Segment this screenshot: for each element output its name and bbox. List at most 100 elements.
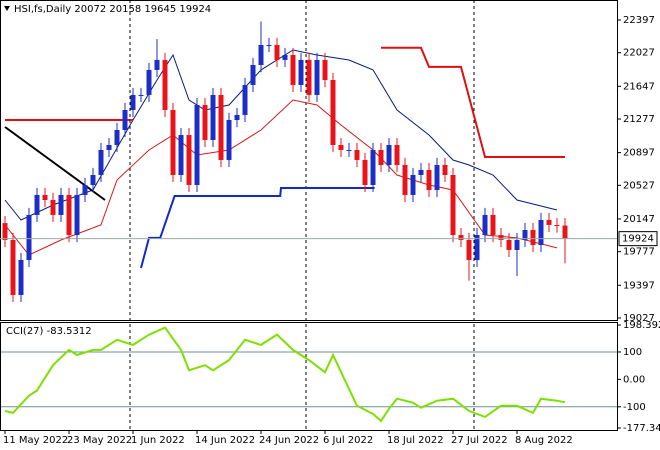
candle-body <box>554 224 560 226</box>
x-tick-label: 27 Jul 2022 <box>451 435 508 446</box>
candle-body <box>154 59 160 70</box>
candle-body <box>250 64 256 85</box>
y-tick-label: 198.3924 <box>623 320 660 331</box>
candle-body <box>130 94 136 110</box>
candle-body <box>10 239 16 295</box>
candle-body <box>394 145 400 165</box>
candle-body <box>82 184 88 195</box>
x-tick-label: 18 Jul 2022 <box>387 435 444 446</box>
chart-title: HSI,fs,Daily 20072 20158 19645 19924 <box>14 4 211 15</box>
candle-body <box>2 223 8 240</box>
candle-body <box>522 229 528 240</box>
candle-body <box>378 149 384 165</box>
y-tick-label: 19777 <box>623 247 655 258</box>
candle-body <box>562 225 568 239</box>
candle-body <box>330 80 336 146</box>
candle-body <box>34 194 40 215</box>
y-tick-label: 100 <box>623 347 642 358</box>
y-tick-label: 21277 <box>623 114 655 125</box>
candle-body <box>18 259 24 295</box>
candle-body <box>202 104 208 140</box>
candle-body <box>298 59 304 85</box>
candle-body <box>122 109 128 130</box>
cci-panel <box>0 322 618 431</box>
candle-body <box>146 69 152 95</box>
candle-body <box>450 174 456 236</box>
candle-body <box>162 59 168 110</box>
y-tick-label: 20897 <box>623 148 655 159</box>
candle-body <box>266 45 272 47</box>
y-tick-label: 22027 <box>623 48 655 59</box>
y-tick-label: 19027 <box>623 313 655 324</box>
y-tick-label: 0.00 <box>623 374 645 385</box>
candle-body <box>98 149 104 175</box>
candle-body <box>50 200 56 215</box>
candle-body <box>474 235 480 260</box>
candle-body <box>106 145 112 150</box>
candle-body <box>210 94 216 140</box>
last-price-label: 19924 <box>622 234 654 245</box>
main-panel <box>0 0 618 321</box>
candle-body <box>42 194 48 201</box>
candle-body <box>114 129 120 146</box>
x-tick-label: 23 May 2022 <box>67 435 132 446</box>
y-tick-label: 22397 <box>623 15 655 26</box>
candle-body <box>314 59 320 95</box>
y-tick-label: -100 <box>623 402 646 413</box>
candle-body <box>386 145 392 165</box>
cci-title: CCI(27) -83.5312 <box>6 326 92 337</box>
candle-body <box>90 174 96 185</box>
candle-body <box>434 164 440 191</box>
candle-body <box>362 159 368 185</box>
line-series <box>4 326 566 423</box>
candle-body <box>218 94 224 160</box>
candle-body <box>258 45 264 65</box>
x-tick-label: 11 May 2022 <box>3 435 68 446</box>
candle-body <box>458 235 464 240</box>
candle-body <box>66 194 72 236</box>
y-tick-label: -177.341 <box>623 423 660 434</box>
candle-body <box>426 169 432 191</box>
candle-body <box>226 119 232 160</box>
candle-body <box>322 59 328 81</box>
x-tick-label: 6 Jul 2022 <box>323 435 373 446</box>
candle-body <box>482 214 488 236</box>
candle-body <box>242 84 248 115</box>
candle-body <box>410 174 416 195</box>
candle-body <box>418 169 424 175</box>
candle-body <box>290 54 296 85</box>
line-series <box>4 126 106 201</box>
y-tick-label: 19397 <box>623 280 655 291</box>
candle-body <box>538 219 544 246</box>
candle-body <box>74 194 80 236</box>
candle-body <box>26 214 32 260</box>
candle-body <box>370 149 376 185</box>
y-tick-label: 20147 <box>623 214 655 225</box>
candle-body <box>338 145 344 150</box>
y-tick-label: 20527 <box>623 180 655 191</box>
line-series <box>4 99 558 256</box>
candle-body <box>138 94 144 96</box>
candle-body <box>186 135 192 185</box>
x-tick-label: 14 Jun 2022 <box>195 435 255 446</box>
candle-body <box>194 104 200 185</box>
x-tick-label: 8 Aug 2022 <box>515 435 573 446</box>
candle-body <box>490 214 496 236</box>
candle-body <box>498 235 504 240</box>
title-icon <box>4 6 10 11</box>
line-series <box>140 187 375 269</box>
candle-body <box>442 164 448 175</box>
x-tick-label: 1 Jun 2022 <box>131 435 185 446</box>
candle-body <box>506 239 512 250</box>
candle-body <box>274 45 280 60</box>
last-price-box <box>618 231 658 247</box>
candle-body <box>530 229 536 246</box>
y-tick-label: 21647 <box>623 81 655 92</box>
candle-body <box>58 194 64 215</box>
candle-body <box>354 149 360 160</box>
candle-body <box>346 149 352 151</box>
candle-body <box>282 54 288 60</box>
candle-body <box>234 114 240 120</box>
